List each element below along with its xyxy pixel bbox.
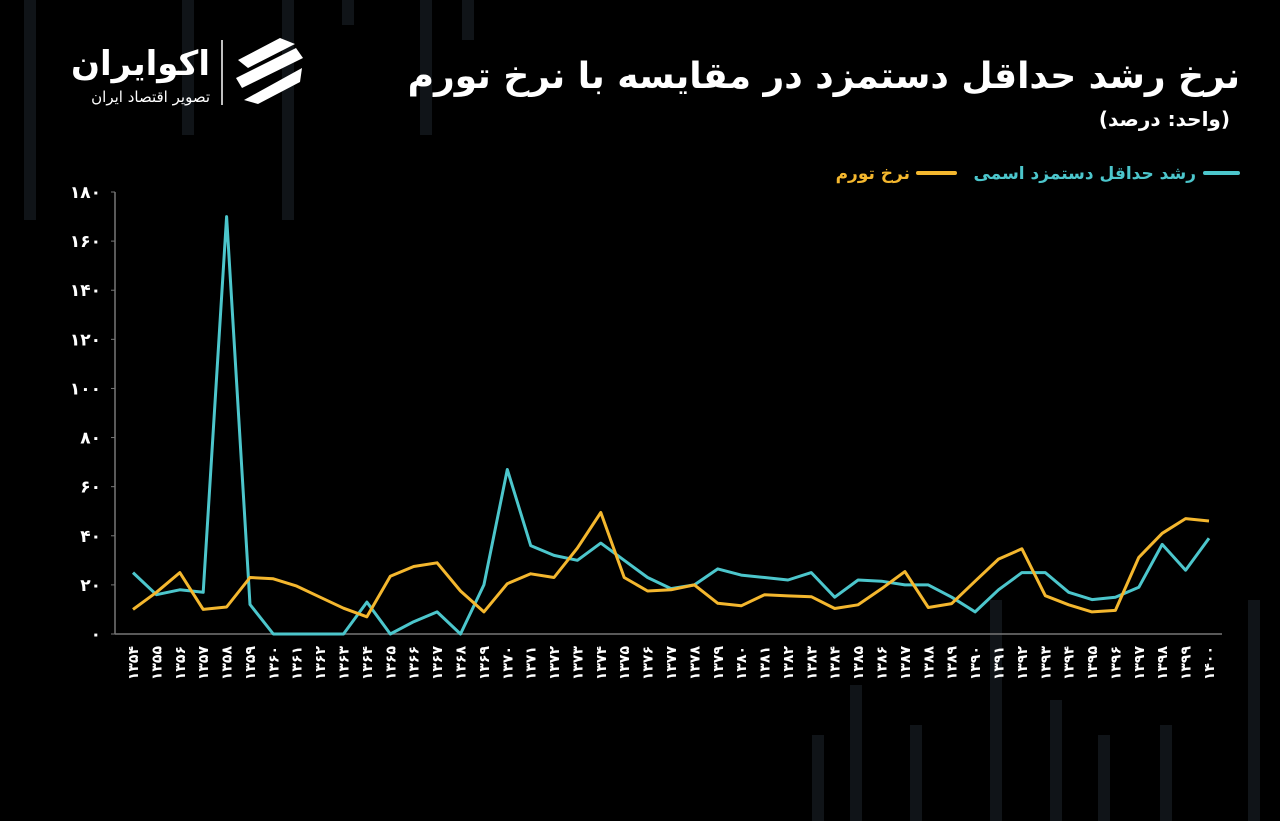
x-tick-label: ۱۳۶۰ [266, 646, 282, 680]
x-tick-label: ۱۳۶۲ [313, 646, 329, 681]
x-tick-label: ۱۳۷۱ [524, 646, 540, 680]
x-tick-label: ۱۳۷۹ [711, 646, 727, 681]
series-line [132, 511, 1210, 619]
x-tick-label: ۱۳۹۹ [1179, 646, 1195, 681]
y-tick-label: ۱۶۰ [70, 232, 101, 252]
x-tick-label: ۱۳۸۳ [804, 646, 820, 681]
x-tick-label: ۱۳۷۷ [664, 646, 680, 681]
x-tick-label: ۱۳۶۶ [407, 646, 423, 680]
x-tick-label: ۱۳۷۴ [594, 646, 610, 681]
x-tick-label: ۱۳۵۵ [149, 646, 165, 681]
x-tick-label: ۱۳۶۱ [290, 646, 306, 680]
x-tick-label: ۱۳۹۷ [1132, 646, 1148, 681]
x-tick-label: ۱۴۰۰ [1202, 646, 1218, 680]
x-tick-label: ۱۳۵۸ [220, 646, 236, 681]
x-tick-label: ۱۳۸۲ [781, 646, 797, 681]
x-tick-label: ۱۳۸۸ [921, 646, 937, 681]
x-tick-label: ۱۳۶۸ [453, 646, 469, 681]
x-tick-label: ۱۳۶۷ [430, 646, 446, 681]
x-tick-label: ۱۳۸۹ [945, 646, 961, 681]
legend-label: رشد حداقل دستمزد اسمی [973, 164, 1196, 184]
x-tick-label: ۱۳۹۱ [991, 646, 1007, 680]
brand-tagline: تصویر اقتصاد ایران [91, 88, 210, 106]
chart-subtitle: (واحد: درصد) [1099, 107, 1230, 131]
x-tick-label: ۱۳۸۵ [851, 646, 867, 681]
y-tick-label: ۰ [91, 625, 101, 645]
x-tick-label: ۱۳۸۱ [758, 646, 774, 680]
x-tick-label: ۱۳۹۸ [1155, 646, 1171, 681]
x-tick-label: ۱۳۹۰ [968, 646, 984, 680]
x-tick-label: ۱۳۶۳ [337, 646, 353, 681]
x-tick-label: ۱۳۹۶ [1108, 646, 1124, 680]
x-tick-label: ۱۳۵۷ [196, 646, 212, 681]
x-tick-label: ۱۳۹۵ [1085, 646, 1101, 681]
x-tick-label: ۱۳۸۷ [898, 646, 914, 681]
x-tick-label: ۱۳۶۵ [383, 646, 399, 681]
y-tick-label: ۸۰ [80, 429, 101, 449]
x-tick-label: ۱۳۷۳ [570, 646, 586, 681]
x-tick-label: ۱۳۸۴ [828, 646, 844, 681]
y-tick-label: ۱۰۰ [70, 379, 101, 399]
x-tick-label: ۱۳۶۴ [360, 646, 376, 681]
x-tick-label: ۱۳۷۰ [500, 646, 516, 680]
x-tick-label: ۱۳۷۶ [641, 646, 657, 680]
x-tick-label: ۱۳۷۸ [687, 646, 703, 681]
brand-name: اکوایران [71, 44, 210, 84]
x-tick-label: ۱۳۸۰ [734, 646, 750, 680]
x-tick-label: ۱۳۹۳ [1038, 646, 1054, 681]
y-tick-label: ۶۰ [80, 478, 101, 498]
x-tick-label: ۱۳۷۲ [547, 646, 563, 681]
y-tick-label: ۲۰ [80, 576, 101, 596]
y-tick-label: ۱۲۰ [70, 330, 101, 350]
y-tick-label: ۱۴۰ [70, 281, 101, 301]
chart-title: نرخ رشد حداقل دستمزد در مقایسه با نرخ تو… [408, 56, 1240, 97]
x-tick-label: ۱۳۸۶ [875, 646, 891, 680]
x-tick-label: ۱۳۶۹ [477, 646, 493, 681]
x-tick-label: ۱۳۵۶ [173, 646, 189, 680]
y-tick-label: ۱۸۰ [70, 183, 101, 203]
x-tick-label: ۱۳۹۲ [1015, 646, 1031, 681]
y-tick-label: ۴۰ [80, 527, 101, 547]
x-tick-label: ۱۳۹۴ [1062, 646, 1078, 681]
x-tick-label: ۱۳۷۵ [617, 646, 633, 681]
decor-bars [24, 0, 1260, 821]
x-tick-label: ۱۳۵۴ [126, 646, 142, 681]
legend-label: نرخ تورم [836, 164, 910, 184]
brand-logo [236, 38, 303, 104]
x-tick-label: ۱۳۵۹ [243, 646, 259, 681]
